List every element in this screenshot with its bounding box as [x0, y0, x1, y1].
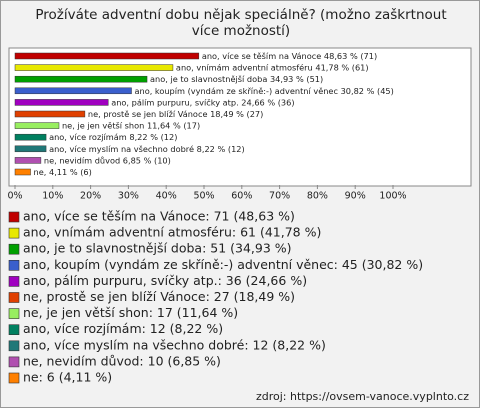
- category-label: ano, více rozjímám: [49, 132, 127, 142]
- legend-label: ne, prostě se jen blíží Vánoce: 27 (18,4…: [23, 289, 295, 304]
- legend-swatch: [8, 324, 20, 336]
- legend-label: ne, je jen větší shon: 17 (11,64 %): [23, 305, 238, 320]
- bar-label: ano, je to slavnostnější doba 34,93 % (5…: [150, 74, 323, 84]
- bar-label: ano, více se těším na Vánoce 48,63 % (71…: [202, 51, 377, 61]
- legend-swatch: [8, 356, 20, 368]
- x-tick-label: 10%: [42, 191, 63, 202]
- x-tick-label: 80%: [307, 191, 328, 202]
- category-label: ano, je to slavnostnější doba: [150, 74, 267, 84]
- x-tick-label: 70%: [269, 191, 290, 202]
- legend-swatch: [8, 243, 20, 255]
- legend-swatch: [8, 372, 20, 384]
- bar-label: ne, 4,11 % (6): [34, 167, 92, 177]
- legend-label: ano, koupím (vyndám ze skříně:-) adventn…: [23, 257, 423, 272]
- legend-label: ano, více se těším na Vánoce: 71 (48,63 …: [23, 209, 295, 224]
- legend-swatch: [8, 211, 20, 223]
- x-tick-label: 40%: [156, 191, 177, 202]
- category-label: ano, pálím purpuru, svíčky atp.: [111, 97, 238, 107]
- bar-label: ne, je jen větší shon 11,64 % (17): [62, 120, 200, 130]
- bar-label: ano, pálím purpuru, svíčky atp. 24,66 % …: [111, 97, 294, 107]
- legend-label: ano, pálím purpuru, svíčky atp.: 36 (24,…: [23, 273, 307, 288]
- legend-swatch: [8, 276, 20, 287]
- x-tick-label: 50%: [193, 191, 214, 202]
- category-label: ano, více myslím na všechno dobré: [49, 143, 194, 153]
- legend-label: ano, vnímám adventní atmosféru: 61 (41,7…: [23, 225, 321, 240]
- value-label: 11,64 % (17): [147, 120, 200, 130]
- value-label: 24,66 % (36): [241, 97, 294, 107]
- category-label: ne, prostě se jen blíží Vánoce: [88, 109, 208, 119]
- legend-swatch: [8, 340, 20, 352]
- bar: [14, 64, 174, 71]
- legend-label: ano, více rozjímám: 12 (8,22 %): [23, 321, 223, 336]
- legend-swatch: [8, 292, 20, 303]
- bar: [14, 99, 109, 106]
- legend-label: ano, více myslím na všechno dobré: 12 (8…: [23, 337, 326, 352]
- bar: [14, 122, 60, 129]
- value-label: 4,11 % (6): [49, 167, 92, 177]
- bar: [14, 168, 31, 176]
- category-label: ne,: [34, 167, 47, 177]
- legend-swatch: [8, 227, 20, 239]
- bar: [14, 52, 200, 60]
- legend-label: ne: 6 (4,11 %): [23, 370, 112, 385]
- x-tick-label: 60%: [231, 191, 252, 202]
- value-label: 48,63 % (71): [324, 51, 377, 61]
- x-tick-label: 20%: [80, 191, 101, 202]
- legend-swatch: [8, 308, 20, 319]
- bar-label: ano, koupím (vyndám ze skříně:-) adventn…: [134, 85, 393, 95]
- value-label: 34,93 % (51): [270, 74, 323, 84]
- legend-label: ne, nevidím důvod: 10 (6,85 %): [23, 353, 221, 368]
- bar: [14, 133, 47, 141]
- category-label: ne, je jen větší shon: [62, 120, 144, 130]
- bar: [14, 145, 47, 153]
- value-label: 8,22 % (12): [129, 132, 177, 142]
- bar: [14, 157, 42, 164]
- x-tick-label: 90%: [345, 191, 366, 202]
- bar-label: ne, prostě se jen blíží Vánoce 18,49 % (…: [88, 109, 263, 119]
- value-label: 41,78 % (61): [315, 62, 368, 72]
- x-tick-label: 100%: [379, 191, 406, 202]
- bar: [14, 75, 148, 83]
- x-tick-label: 0%: [7, 191, 22, 202]
- legend-label: ano, je to slavnostnější doba: 51 (34,93…: [23, 241, 292, 256]
- bar-label: ano, více myslím na všechno dobré 8,22 %…: [49, 143, 245, 153]
- source: zdroj: https://ovsem-vanoce.vyplnto.cz: [256, 390, 469, 403]
- value-label: 18,49 % (27): [210, 109, 263, 119]
- legend-swatch: [8, 259, 20, 271]
- bar-label: ano, vnímám adventní atmosféru 41,78 % (…: [176, 62, 369, 72]
- category-label: ne, nevidím důvod: [44, 155, 120, 165]
- category-label: ano, více se těším na Vánoce: [202, 51, 321, 61]
- x-tick-label: 30%: [118, 191, 139, 202]
- bar-label: ano, více rozjímám 8,22 % (12): [49, 132, 177, 142]
- category-label: ano, vnímám adventní atmosféru: [176, 62, 313, 72]
- chart-title: Prožíváte adventní dobu nějak speciálně?…: [35, 7, 447, 39]
- bar: [14, 87, 132, 95]
- plot-frame: [8, 47, 472, 187]
- value-label: 30,82 % (45): [341, 85, 394, 95]
- bar: [14, 110, 86, 118]
- value-label: 8,22 % (12): [197, 143, 245, 153]
- category-label: ano, koupím (vyndám ze skříně:-) adventn…: [134, 85, 337, 95]
- value-label: 6,85 % (10): [123, 155, 171, 165]
- bar-label: ne, nevidím důvod 6,85 % (10): [44, 155, 171, 165]
